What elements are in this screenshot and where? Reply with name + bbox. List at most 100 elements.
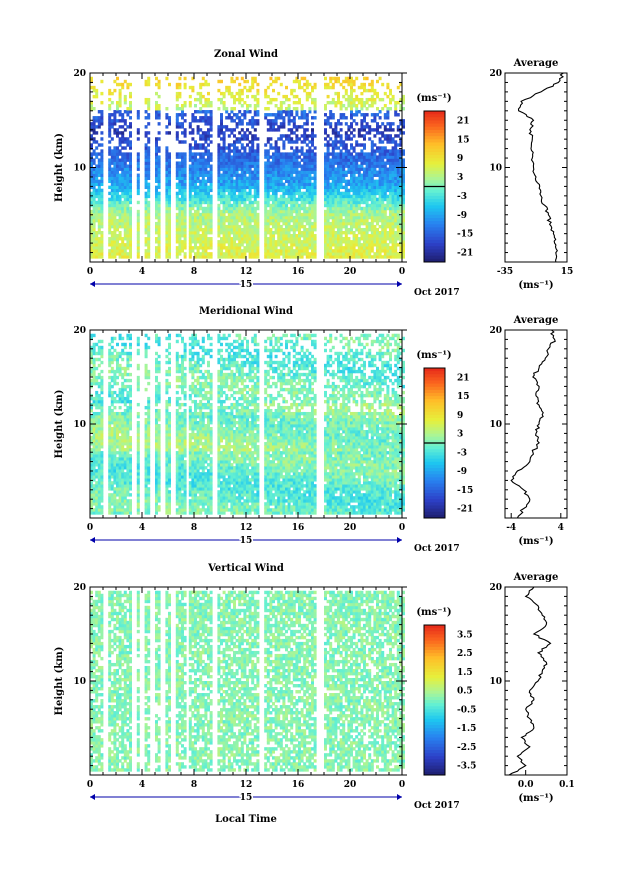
heatmap-cell	[298, 177, 301, 180]
heatmap-cell	[301, 213, 304, 216]
heatmap-cell	[207, 110, 210, 113]
heatmap-cell	[121, 243, 124, 246]
heatmap-cell	[241, 240, 244, 243]
heatmap-cell	[301, 171, 304, 174]
heatmap-cell	[184, 164, 187, 167]
heatmap-cell	[340, 134, 343, 137]
heatmap-cell	[243, 189, 246, 192]
heatmap-cell	[324, 137, 327, 140]
heatmap-cell	[280, 201, 283, 204]
heatmap-cell	[293, 168, 296, 171]
heatmap-cell	[230, 222, 233, 225]
heatmap-cell	[272, 231, 275, 234]
heatmap-cell	[155, 149, 158, 152]
heatmap-cell	[121, 161, 124, 164]
heatmap-cell	[285, 152, 288, 155]
heatmap-cell	[345, 122, 348, 125]
heatmap-cell	[376, 80, 379, 83]
heatmap-cell	[366, 177, 369, 180]
heatmap-cell	[207, 116, 210, 119]
heatmap-cell	[189, 210, 192, 213]
heatmap-cell	[381, 174, 384, 177]
heatmap-cell	[290, 225, 293, 228]
heatmap-cell	[347, 155, 350, 158]
heatmap-cell	[100, 385, 103, 388]
heatmap-cell	[272, 171, 275, 174]
heatmap-cell	[181, 164, 184, 167]
heatmap-cell	[334, 183, 337, 186]
heatmap-cell	[301, 231, 304, 234]
heatmap-cell	[275, 246, 278, 249]
heatmap-cell	[329, 225, 332, 228]
heatmap-cell	[298, 195, 301, 198]
heatmap-cell	[363, 177, 366, 180]
heatmap-cell	[303, 195, 306, 198]
heatmap-cell	[93, 502, 96, 505]
heatmap-cell	[371, 183, 374, 186]
heatmap-cell	[366, 89, 369, 92]
heatmap-cell	[165, 243, 168, 246]
heatmap-cell	[334, 177, 337, 180]
heatmap-cell	[228, 128, 231, 131]
heatmap-cell	[145, 231, 148, 234]
heatmap-cell	[293, 252, 296, 255]
heatmap-cell	[275, 201, 278, 204]
heatmap-cell	[124, 231, 127, 234]
heatmap-cell	[119, 125, 122, 128]
heatmap-cell	[204, 240, 207, 243]
heatmap-cell	[108, 460, 111, 463]
heatmap-cell	[119, 137, 122, 140]
heatmap-cell	[108, 171, 111, 174]
heatmap-cell	[280, 210, 283, 213]
heatmap-cell	[324, 252, 327, 255]
heatmap-cell	[368, 183, 371, 186]
heatmap-cell	[189, 249, 192, 252]
heatmap-cell	[384, 92, 387, 95]
heatmap-cell	[178, 198, 181, 201]
heatmap-cell	[314, 180, 317, 183]
heatmap-cell	[386, 149, 389, 152]
heatmap-cell	[267, 140, 270, 143]
heatmap-cell	[189, 155, 192, 158]
heatmap-cell	[288, 255, 291, 258]
heatmap-cell	[116, 237, 119, 240]
heatmap-cell	[184, 77, 187, 80]
heatmap-cell	[124, 174, 127, 177]
heatmap-cell	[246, 186, 249, 189]
heatmap-cell	[178, 222, 181, 225]
heatmap-cell	[119, 98, 122, 101]
heatmap-cell	[392, 186, 395, 189]
heatmap-cell	[371, 198, 374, 201]
heatmap-cell	[353, 171, 356, 174]
heatmap-cell	[389, 216, 392, 219]
heatmap-cell	[314, 240, 317, 243]
heatmap-cell	[311, 161, 314, 164]
heatmap-cell	[202, 222, 205, 225]
heatmap-cell	[124, 255, 127, 258]
heatmap-cell	[376, 234, 379, 237]
heatmap-cell	[223, 213, 226, 216]
heatmap-cell	[381, 216, 384, 219]
heatmap-cell	[272, 216, 275, 219]
heatmap-cell	[108, 391, 111, 394]
heatmap-cell	[178, 219, 181, 222]
heatmap-cell	[100, 101, 103, 104]
heatmap-cell	[111, 219, 114, 222]
heatmap-cell	[366, 237, 369, 240]
heatmap-cell	[202, 177, 205, 180]
heatmap-cell	[243, 86, 246, 89]
heatmap-cell	[93, 511, 96, 514]
heatmap-cell	[119, 207, 122, 210]
heatmap-cell	[342, 255, 345, 258]
heatmap-cell	[332, 243, 335, 246]
heatmap-cell	[389, 192, 392, 195]
heatmap-cell	[165, 246, 168, 249]
heatmap-cell	[199, 155, 202, 158]
heatmap-cell	[381, 240, 384, 243]
heatmap-cell	[145, 219, 148, 222]
heatmap-cell	[256, 177, 259, 180]
heatmap-cell	[158, 183, 161, 186]
heatmap-cell	[345, 234, 348, 237]
heatmap-cell	[147, 237, 150, 240]
